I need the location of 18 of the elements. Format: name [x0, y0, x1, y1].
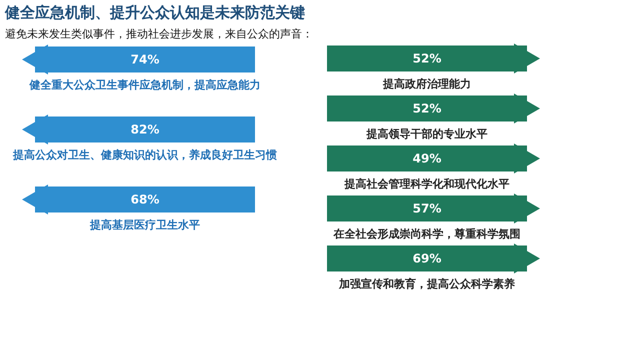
- category-label: 提高基层医疗卫生水平: [89, 218, 200, 232]
- text: 健全应急机制、提升公众认知是未来防范关键: [4, 4, 305, 22]
- data-label: 52%: [412, 52, 442, 66]
- category-label: 提高政府治理能力: [382, 78, 471, 90]
- data-label: 68%: [130, 192, 160, 206]
- category-label: 提高公众对卫生、健康知识的认识，养成良好卫生习惯: [12, 148, 277, 162]
- category-label: 提高社会管理科学化和现代化水平: [344, 178, 510, 190]
- data-label: 74%: [130, 52, 160, 66]
- text: 避免未来发生类似事件，推动社会进步发展，来自公众的声音：: [5, 28, 313, 40]
- data-label: 82%: [130, 122, 160, 136]
- data-label: 69%: [412, 252, 442, 266]
- data-label: 52%: [412, 102, 442, 116]
- category-label: 在全社会形成崇尚科学，尊重科学氛围: [332, 228, 520, 240]
- data-label: 49%: [412, 152, 442, 166]
- category-label: 加强宣传和教育，提高公众科学素养: [338, 278, 515, 290]
- data-label: 57%: [412, 202, 442, 216]
- category-label: 健全重大公众卫生事件应急机制，提高应急能力: [28, 78, 260, 92]
- category-label: 提高领导干部的专业水平: [366, 128, 488, 140]
